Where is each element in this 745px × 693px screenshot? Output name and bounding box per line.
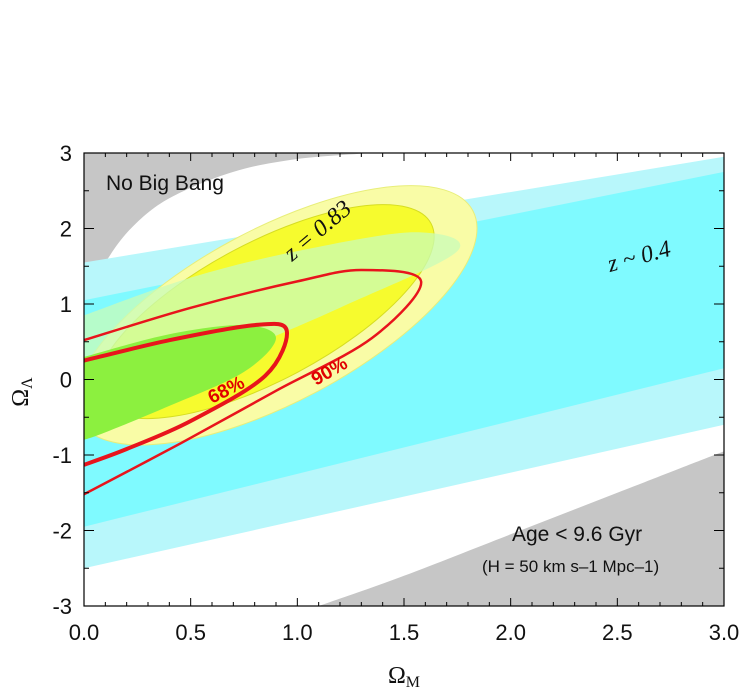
x-tick-label: 2.5 xyxy=(602,620,633,645)
age-limit-region xyxy=(318,451,724,606)
y-axis-title: ΩΛ xyxy=(8,377,36,407)
z04-band-inner xyxy=(84,171,724,527)
y-tick-label: 1 xyxy=(60,292,72,317)
y-tick-label: 3 xyxy=(60,141,72,166)
y-axis-symbol: Ω xyxy=(8,389,34,407)
y-tick-label: 2 xyxy=(60,217,72,242)
y-axis-subscript: Λ xyxy=(19,377,36,389)
y-axis-ticks xyxy=(84,152,724,607)
y-tick-label: -1 xyxy=(52,443,72,468)
x-tick-label: 1.0 xyxy=(282,620,313,645)
x-axis-ticks xyxy=(83,153,725,606)
y-tick-label: -2 xyxy=(52,519,72,544)
plot-region xyxy=(84,153,724,606)
contour-90-percent xyxy=(84,268,423,496)
y-tick-label: 0 xyxy=(60,368,72,393)
hubble-note: (H = 50 km s–1 Mpc–1) xyxy=(482,557,659,576)
x-tick-label: 2.0 xyxy=(495,620,526,645)
x-axis-subscript: M xyxy=(406,674,420,691)
x-axis-symbol: Ω xyxy=(388,663,406,689)
x-axis-title: ΩM xyxy=(388,663,420,691)
age-limit-label: Age < 9.6 Gyr xyxy=(512,523,642,546)
overlap-region-green xyxy=(84,325,276,440)
x-tick-label: 0.5 xyxy=(175,620,206,645)
no-big-bang-label: No Big Bang xyxy=(106,172,224,195)
x-tick-label: 1.5 xyxy=(389,620,420,645)
contour-68-percent xyxy=(84,321,289,467)
x-tick-label: 0.0 xyxy=(69,620,100,645)
no-big-bang-region xyxy=(84,153,372,301)
ellipse-hole xyxy=(158,209,213,237)
x-tick-label: 3.0 xyxy=(709,620,740,645)
y-tick-label: -3 xyxy=(52,594,72,619)
